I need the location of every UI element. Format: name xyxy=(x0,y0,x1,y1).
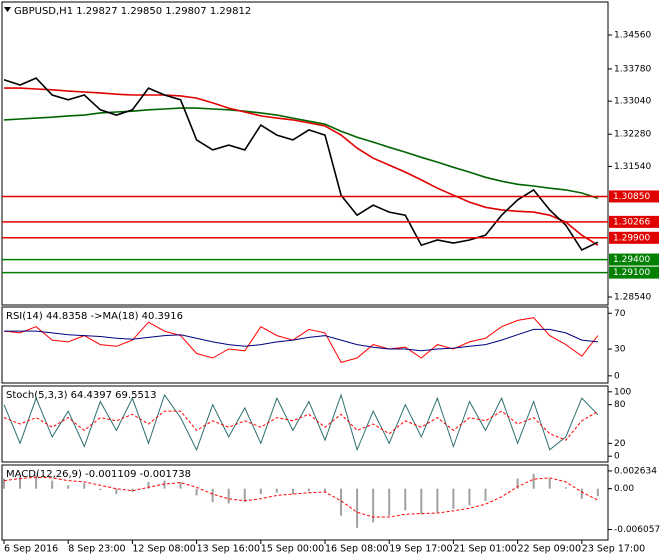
histogram-bar xyxy=(324,488,326,493)
histogram-bar xyxy=(35,475,38,489)
histogram-bar xyxy=(83,483,86,489)
histogram-bar xyxy=(516,478,519,489)
histogram-bar xyxy=(596,488,599,497)
histogram-bar xyxy=(548,478,551,489)
level-tag xyxy=(609,253,659,266)
panel-frame xyxy=(1,464,609,541)
histogram-bar xyxy=(211,488,214,503)
y-tick-label: 0.002634 xyxy=(614,466,657,476)
histogram-bar xyxy=(51,480,54,489)
panel-title: Stoch(5,3,3) 64.4397 69.5513 xyxy=(6,390,157,401)
x-tick-label: 6 Sep 2016 xyxy=(4,544,58,555)
histogram-bar xyxy=(131,488,134,493)
histogram-bar xyxy=(99,488,102,491)
histogram-bar xyxy=(115,488,118,495)
histogram-bar xyxy=(532,473,535,489)
y-tick-label: 1.31540 xyxy=(614,162,651,172)
y-tick-label: 1.28540 xyxy=(614,292,651,302)
level-label: 1.29100 xyxy=(613,268,650,278)
histogram-bar xyxy=(163,480,166,489)
histogram-bar xyxy=(388,488,391,516)
histogram-bar xyxy=(195,488,198,496)
histogram-bar xyxy=(564,487,567,489)
histogram-bar xyxy=(3,478,5,489)
panel-title: GBPUSD,H1 1.29827 1.29850 1.29807 1.2981… xyxy=(14,6,251,17)
panel-frame xyxy=(1,385,609,463)
level-tag xyxy=(609,215,659,228)
y-tick-label: 1.33780 xyxy=(614,64,651,74)
y-tick-label: 0 xyxy=(614,371,620,381)
panel-frame xyxy=(1,1,609,306)
histogram-bar xyxy=(404,488,407,511)
histogram-bar xyxy=(436,488,439,513)
x-tick-label: 12 Sep 08:00 xyxy=(132,544,195,555)
level-tag xyxy=(609,190,659,203)
level-label: 1.29400 xyxy=(613,255,650,265)
histogram-bar xyxy=(19,476,22,489)
level-tag xyxy=(609,231,659,244)
panel-title: RSI(14) 44.8358 ->MA(18) 40.3916 xyxy=(6,311,183,322)
histogram-bar xyxy=(307,488,310,492)
histogram-bar xyxy=(291,488,294,495)
histogram-bar xyxy=(147,481,150,489)
series-line xyxy=(4,328,598,352)
panel-title: MACD(12,26,9) -0.001109 -0.001738 xyxy=(6,469,191,480)
histogram-bar xyxy=(356,488,359,528)
histogram-bar xyxy=(67,485,70,489)
level-label: 1.30266 xyxy=(613,217,650,227)
histogram-bar xyxy=(500,488,503,490)
y-tick-label: 1.34560 xyxy=(614,30,651,40)
x-tick-label: 15 Sep 00:00 xyxy=(261,544,324,555)
series-line xyxy=(4,87,599,246)
x-tick-label: 8 Sep 23:00 xyxy=(68,544,125,555)
series-line xyxy=(3,410,599,441)
menu-arrow xyxy=(4,7,11,12)
histogram-bar xyxy=(340,488,343,516)
histogram-bar xyxy=(259,488,262,495)
x-tick-label: 13 Sep 16:00 xyxy=(197,544,260,555)
y-tick-label: 1.32280 xyxy=(614,130,651,140)
level-label: 1.30850 xyxy=(613,192,650,202)
histogram-bar xyxy=(484,488,487,501)
y-tick-label: 0.00 xyxy=(614,484,634,494)
x-tick-label: 22 Sep 09:00 xyxy=(518,544,581,555)
series-line xyxy=(3,107,599,199)
level-label: 1.29900 xyxy=(613,233,650,243)
histogram-bar xyxy=(452,488,455,509)
y-tick-label: -0.006057 xyxy=(614,525,660,535)
y-tick-label: 1.33040 xyxy=(614,97,651,107)
panel-frame xyxy=(1,306,609,384)
y-tick-label: 30 xyxy=(614,345,626,355)
histogram-bar xyxy=(420,488,423,515)
histogram-bar xyxy=(275,488,278,493)
histogram-bar xyxy=(243,488,246,503)
x-tick-label: 21 Sep 01:00 xyxy=(453,544,516,555)
y-tick-label: 80 xyxy=(614,400,626,410)
y-tick-label: 20 xyxy=(614,439,626,449)
series-line xyxy=(3,393,599,452)
histogram-bar xyxy=(179,481,182,489)
y-tick-label: 0 xyxy=(614,452,620,462)
x-tick-label: 16 Sep 08:00 xyxy=(325,544,388,555)
histogram-bar xyxy=(468,488,471,506)
level-tag xyxy=(609,266,659,279)
x-tick-label: 19 Sep 17:00 xyxy=(389,544,452,555)
histogram-bar xyxy=(372,488,375,523)
series-line xyxy=(3,476,599,518)
histogram-bar xyxy=(227,488,230,504)
series-line xyxy=(3,77,599,252)
y-tick-label: 100 xyxy=(614,387,631,397)
y-tick-label: 70 xyxy=(614,309,626,319)
x-tick-label: 23 Sep 17:00 xyxy=(582,544,645,555)
series-line xyxy=(3,317,599,363)
histogram-bar xyxy=(580,488,583,499)
